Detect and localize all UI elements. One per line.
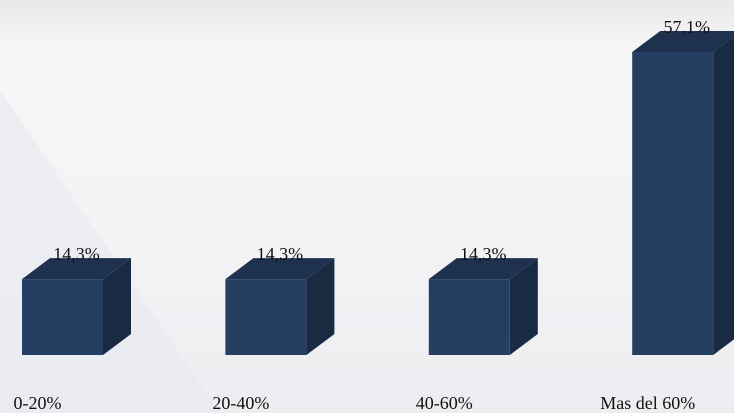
x-tick-label: 0-20%: [14, 393, 62, 413]
bar: [429, 279, 510, 355]
bar: [22, 279, 103, 355]
bar-side: [713, 31, 734, 355]
data-label: 57,1%: [663, 17, 710, 37]
data-label: 14,3%: [53, 244, 100, 264]
data-label: 14,3%: [257, 244, 304, 264]
data-label: 14,3%: [460, 244, 507, 264]
bar: [225, 279, 306, 355]
x-tick-label: 40-60%: [416, 393, 473, 413]
x-tick-label: 20-40%: [212, 393, 269, 413]
chart: 14,3% 0-20% 14,3% 20-40% 14,3% 40-60% 57,1% Mas…: [0, 0, 734, 413]
bar: [632, 52, 713, 355]
x-tick-label: Mas del 60%: [600, 393, 695, 413]
